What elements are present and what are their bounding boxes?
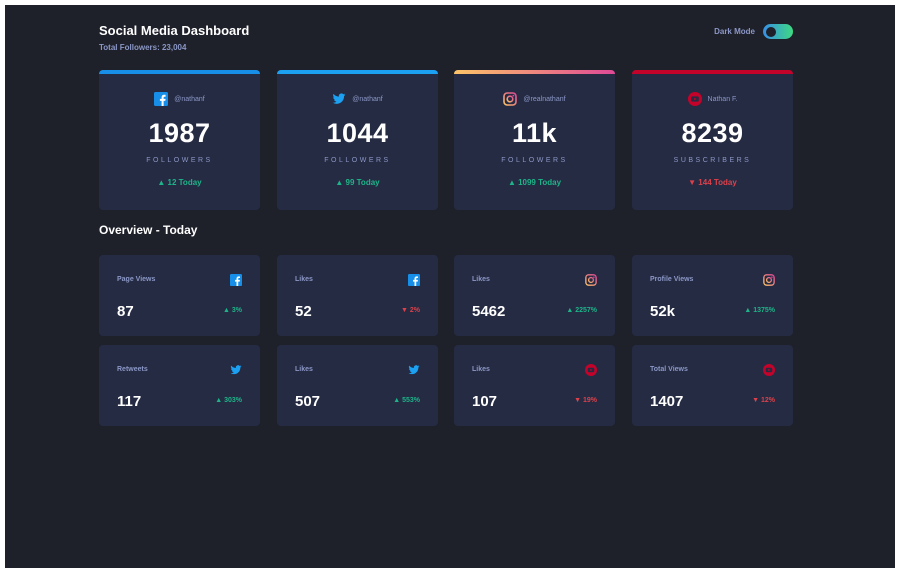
daily-change: ▲ 12 Today [157, 178, 202, 187]
metric-label: Total Views [650, 366, 688, 373]
metric-value: 5462 [472, 303, 506, 320]
metric-value: 52 [295, 303, 312, 320]
follower-label: FOLLOWERS [324, 157, 391, 164]
metric-change: ▼ 2% [401, 307, 420, 314]
metric-label: Likes [295, 276, 313, 283]
card-accent-bar [454, 70, 615, 74]
metric-change: ▲ 1375% [744, 307, 775, 314]
overview-card: Profile Views 52k ▲ 1375% [632, 255, 793, 336]
overview-card: Likes 52 ▼ 2% [277, 255, 438, 336]
follower-count: 1987 [148, 118, 211, 148]
overview-card: Retweets 117 ▲ 303% [99, 345, 260, 426]
youtube-icon [763, 363, 775, 376]
dark-mode-label: Dark Mode [714, 27, 755, 36]
dark-mode-control: Dark Mode [714, 24, 793, 39]
total-followers: Total Followers: 23,004 [99, 43, 187, 52]
metric-value: 107 [472, 393, 498, 410]
youtube-icon [687, 92, 702, 106]
toggle-knob [766, 26, 776, 37]
follower-count: 11k [511, 118, 558, 148]
instagram-icon [763, 273, 775, 286]
twitter-icon [408, 363, 420, 375]
metric-value: 1407 [650, 393, 684, 410]
twitter-icon [230, 363, 242, 375]
card-accent-bar [99, 70, 260, 74]
card-handle: Nathan F. [707, 95, 738, 103]
overview-title: Overview - Today [99, 223, 198, 237]
facebook-icon [408, 273, 420, 286]
facebook-icon [154, 92, 169, 106]
header: Social Media Dashboard Total Followers: … [99, 23, 793, 63]
card-handle: @nathanf [174, 95, 205, 103]
metric-value: 52k [650, 303, 676, 320]
card-handle-row: @realnathanf [454, 92, 615, 106]
twitter-icon [332, 92, 346, 106]
metric-change: ▲ 3% [223, 307, 242, 314]
metric-change: ▲ 553% [393, 397, 420, 404]
metric-label: Profile Views [650, 276, 694, 283]
follower-label: FOLLOWERS [146, 157, 213, 164]
metric-label: Page Views [117, 276, 156, 283]
card-handle-row: @nathanf [277, 92, 438, 106]
card-accent-bar [632, 70, 793, 74]
metric-label: Likes [472, 276, 490, 283]
metric-change: ▲ 303% [215, 397, 242, 404]
card-youtube: Nathan F. 8239 SUBSCRIBERS ▼ 144 Today [632, 70, 793, 210]
card-handle: @realnathanf [523, 95, 566, 103]
metric-label: Likes [472, 366, 490, 373]
card-accent-bar [277, 70, 438, 74]
overview-card: Total Views 1407 ▼ 12% [632, 345, 793, 426]
dark-mode-toggle[interactable] [763, 24, 793, 39]
metric-label: Likes [295, 366, 313, 373]
metric-value: 507 [295, 393, 321, 410]
metric-change: ▼ 12% [752, 397, 775, 404]
instagram-icon [585, 273, 597, 286]
metric-change: ▲ 2257% [566, 307, 597, 314]
metric-value: 87 [117, 303, 134, 320]
page-title: Social Media Dashboard [99, 23, 250, 38]
card-facebook: @nathanf 1987 FOLLOWERS ▲ 12 Today [99, 70, 260, 210]
follower-label: FOLLOWERS [501, 157, 568, 164]
card-twitter: @nathanf 1044 FOLLOWERS ▲ 99 Today [277, 70, 438, 210]
card-instagram: @realnathanf 11k FOLLOWERS ▲ 1099 Today [454, 70, 615, 210]
metric-value: 117 [117, 393, 142, 410]
overview-card: Likes 5462 ▲ 2257% [454, 255, 615, 336]
subscriber-count: 8239 [681, 118, 744, 148]
dashboard: Social Media Dashboard Total Followers: … [5, 5, 895, 568]
daily-change: ▲ 1099 Today [507, 178, 562, 187]
overview-card: Likes 507 ▲ 553% [277, 345, 438, 426]
metric-change: ▼ 19% [574, 397, 597, 404]
follower-count: 1044 [326, 118, 389, 148]
metric-label: Retweets [117, 366, 148, 373]
facebook-icon [230, 273, 242, 286]
daily-change: ▲ 99 Today [335, 178, 380, 187]
overview-card: Likes 107 ▼ 19% [454, 345, 615, 426]
daily-change: ▼ 144 Today [688, 178, 737, 187]
youtube-icon [585, 363, 597, 376]
card-handle-row: Nathan F. [632, 92, 793, 106]
card-handle-row: @nathanf [99, 92, 260, 106]
subscriber-label: SUBSCRIBERS [673, 157, 752, 164]
instagram-icon [503, 92, 518, 106]
overview-card: Page Views 87 ▲ 3% [99, 255, 260, 336]
card-handle: @nathanf [352, 95, 383, 103]
